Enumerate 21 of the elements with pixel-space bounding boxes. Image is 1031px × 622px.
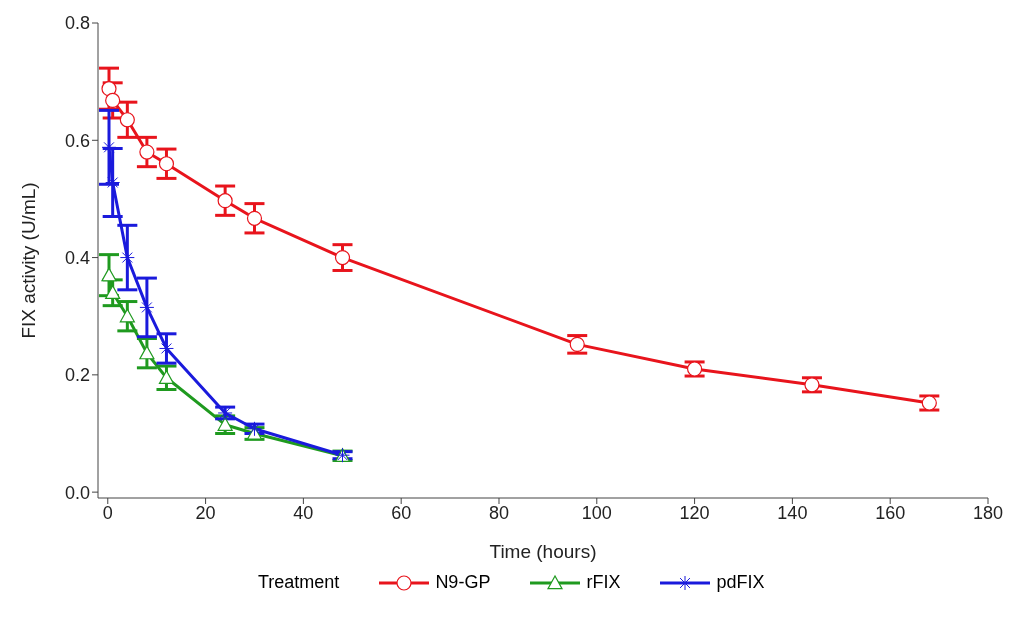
x-tick-label: 180 [972, 502, 1004, 523]
x-tick-label: 80 [488, 502, 509, 523]
x-tick-label: 40 [293, 502, 314, 523]
x-tick-label: 160 [875, 502, 906, 523]
y-tick-label: 0.4 [64, 247, 90, 268]
x-tick-label: 60 [391, 502, 412, 523]
legend-label: rFIX [586, 572, 621, 593]
y-tick-label: 0.8 [64, 13, 90, 34]
y-tick-label: 0.2 [64, 365, 90, 386]
y-axis-title: FIX activity (U/mL) [17, 182, 39, 339]
x-tick-label: 100 [581, 502, 612, 523]
x-tick-label: 20 [195, 502, 216, 523]
x-tick-label: 140 [777, 502, 808, 523]
y-tick-label: 0.6 [64, 130, 90, 151]
legend-label: N9-GP [435, 572, 491, 593]
x-tick-label: 0 [102, 502, 113, 523]
y-tick-label: 0.0 [64, 482, 90, 503]
legend-title: Treatment [258, 572, 340, 593]
x-axis-title: Time (hours) [489, 541, 597, 562]
legend-label: pdFIX [716, 572, 765, 593]
x-tick-label: 120 [679, 502, 710, 523]
